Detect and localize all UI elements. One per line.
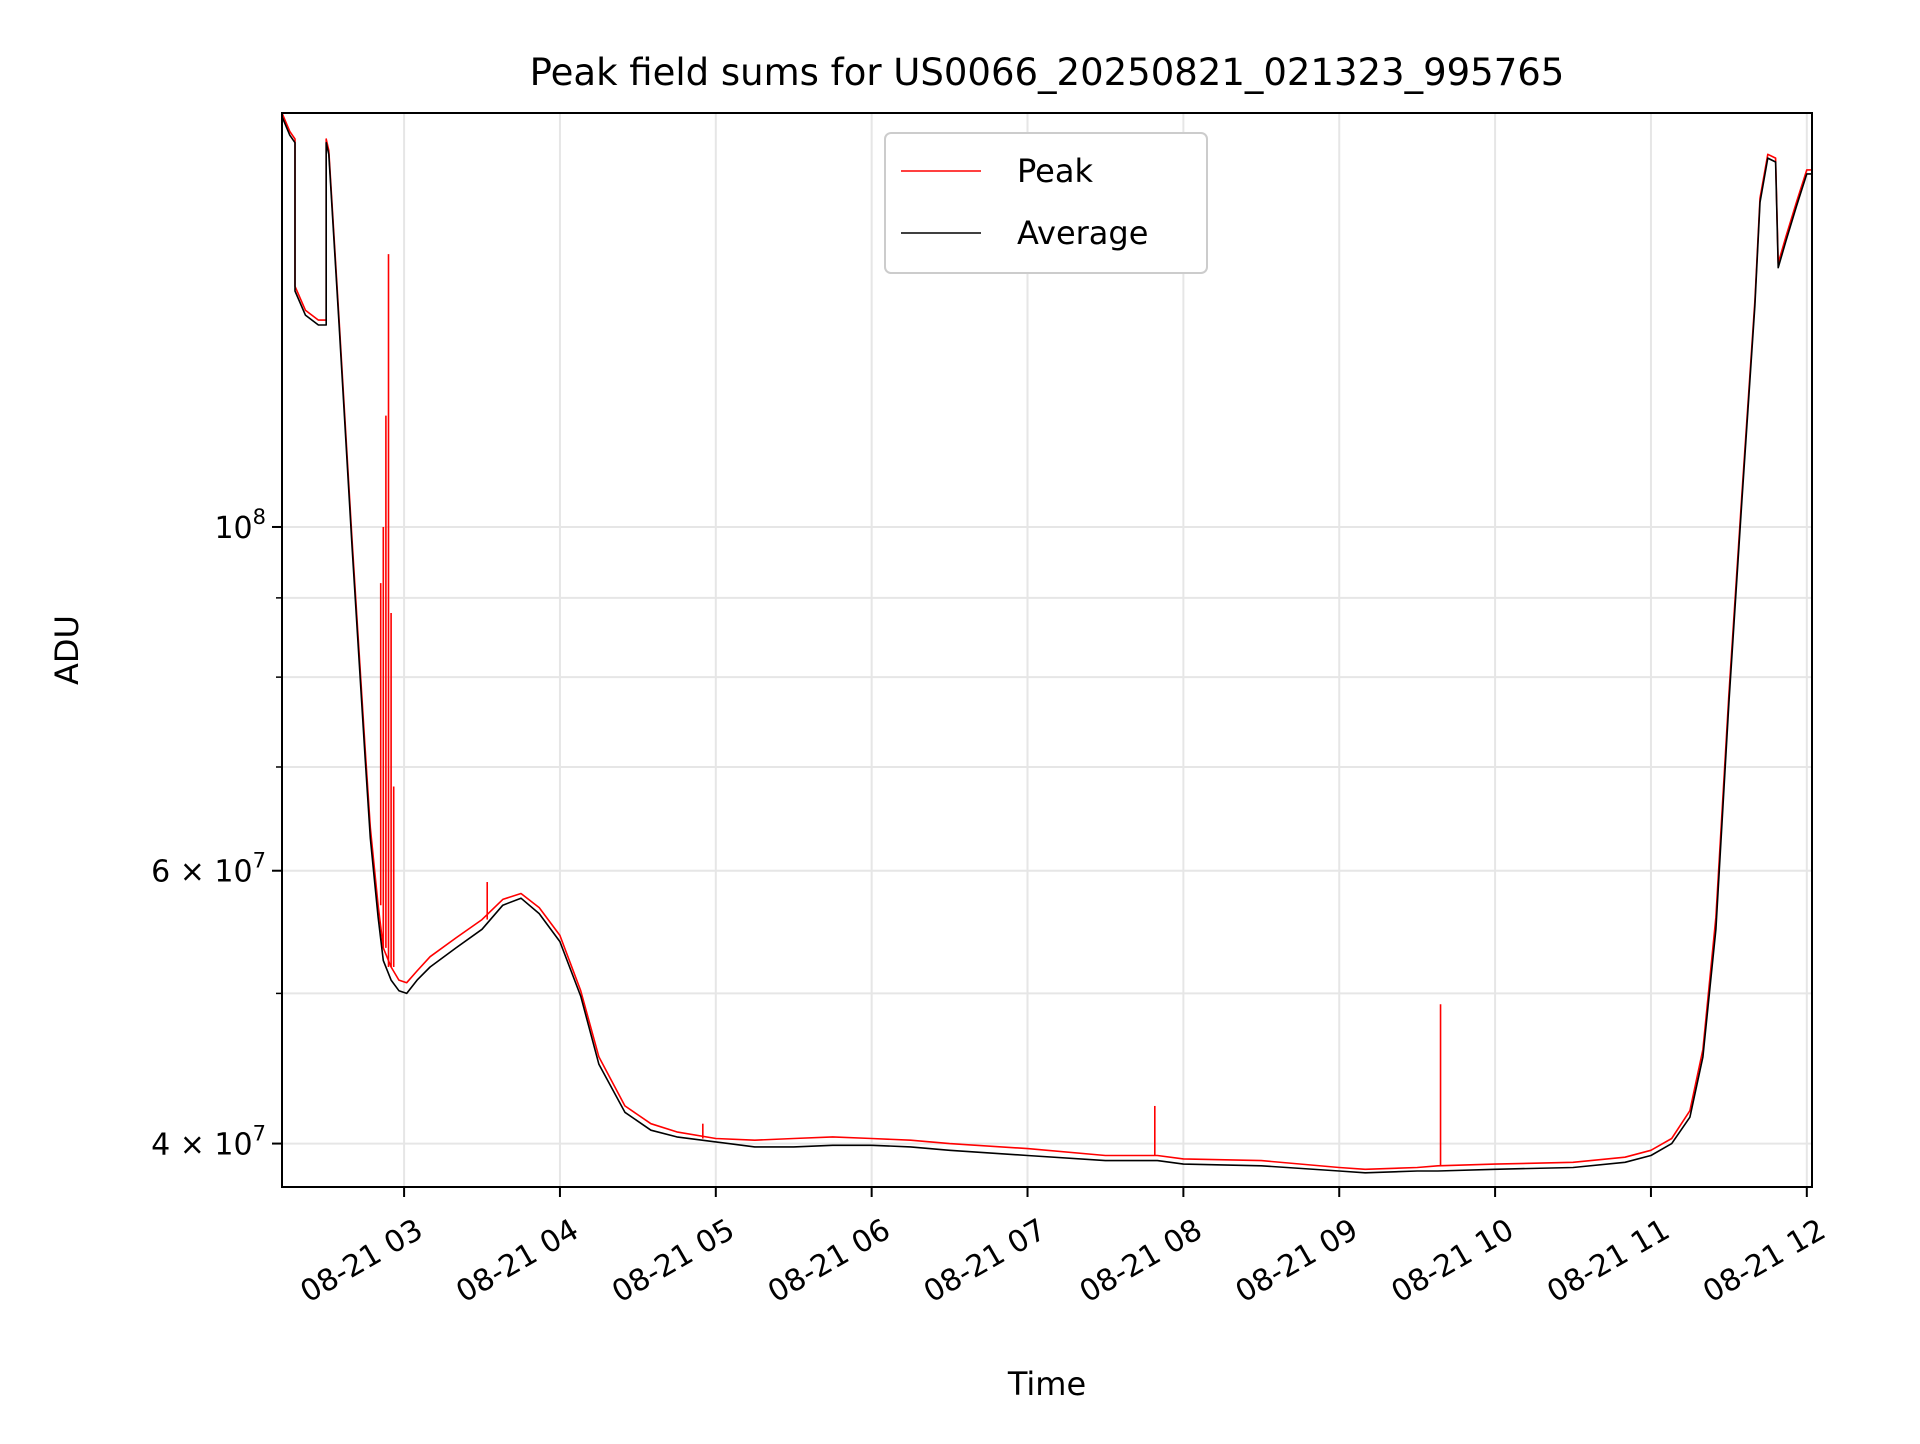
series-line-average <box>281 116 1812 1174</box>
x-axis-label: Time <box>1007 1365 1086 1403</box>
plot-area <box>281 112 1812 1174</box>
y-tick-label: 4 × 107 <box>151 1122 266 1163</box>
y-tick-label: 6 × 107 <box>151 849 266 890</box>
chart-title: Peak field sums for US0066_20250821_0213… <box>530 51 1565 94</box>
plot-frame <box>281 112 1813 1188</box>
series-layer <box>281 112 1812 1174</box>
grid <box>282 113 1812 1187</box>
legend-label-average: Average <box>1017 214 1148 252</box>
y-axis-label: ADU <box>48 615 86 685</box>
legend-box <box>884 132 1208 274</box>
legend-label-peak: Peak <box>1017 152 1093 190</box>
y-tick-label: 108 <box>214 505 266 546</box>
y-axis: 108 6 × 107 4 × 107 <box>151 505 282 1163</box>
legend: Peak Average <box>884 132 1208 274</box>
